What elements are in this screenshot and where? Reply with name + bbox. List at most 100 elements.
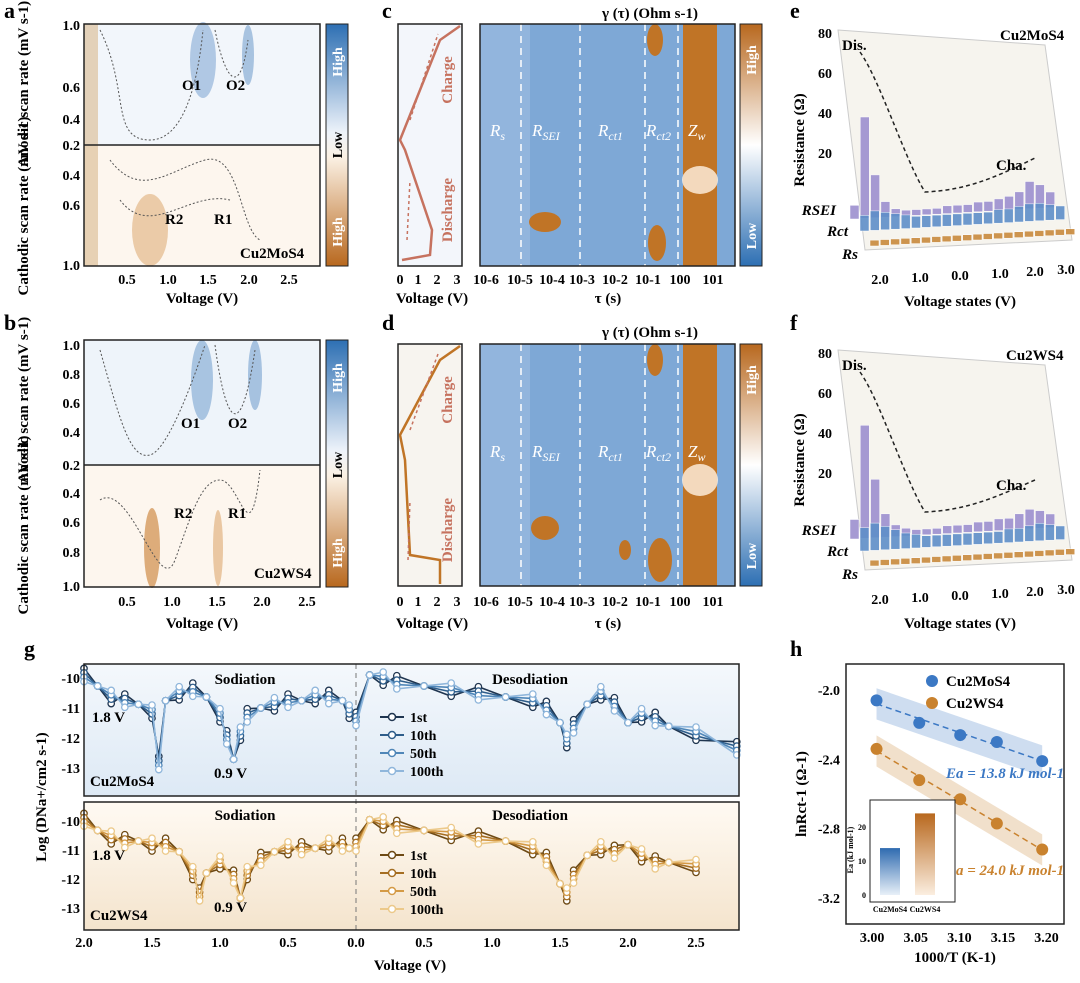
series-label-rct: Rct xyxy=(826,224,849,240)
label-rs: Rs xyxy=(489,442,505,464)
heatmap-b-bottom xyxy=(84,465,320,587)
charge-arrow xyxy=(409,353,439,431)
x-tick: 0.5 xyxy=(118,273,136,288)
data-point xyxy=(913,774,926,787)
x-tick: 3.10 xyxy=(947,931,972,946)
panel-letter-d: d xyxy=(382,310,394,335)
colorbar-c xyxy=(739,23,763,267)
y-tick: 80 xyxy=(818,347,832,362)
data-point xyxy=(596,682,605,691)
annotation: 0.9 V xyxy=(214,766,247,782)
data-point xyxy=(202,869,211,877)
bar xyxy=(1055,525,1065,540)
bar xyxy=(932,528,942,535)
bar xyxy=(973,212,983,225)
panel-letter-a: a xyxy=(4,0,15,23)
y-tick: 0.6 xyxy=(63,81,81,96)
data-point xyxy=(379,813,388,821)
legend-label: 10th xyxy=(410,729,437,744)
legend-marker xyxy=(387,904,397,914)
colorbar-a xyxy=(325,23,349,267)
x-tick: 100 xyxy=(670,273,691,288)
x-tick: 10-4 xyxy=(539,595,565,610)
sample-label: Cu2MoS4 xyxy=(90,774,155,790)
bar xyxy=(1034,230,1045,237)
data-point xyxy=(161,847,170,855)
data-point xyxy=(311,686,320,695)
bar xyxy=(890,529,901,550)
peak-blob xyxy=(144,508,160,588)
peak-label-r1: R1 xyxy=(214,212,232,228)
data-point xyxy=(338,696,347,705)
bar xyxy=(993,198,1004,211)
y-ticks-b: 1.0 0.8 0.6 0.4 0.2 0.4 0.6 0.8 1.0 xyxy=(63,339,81,595)
charge-label: Charge xyxy=(440,376,456,424)
legend-marker xyxy=(387,712,397,722)
inset-bar xyxy=(880,848,900,895)
panel-g: Sodiation Desodiation Sodiation Desodiat… xyxy=(34,663,741,974)
legend: Cu2MoS4 Cu2WS4 xyxy=(926,674,1011,712)
x-tick: 101 xyxy=(703,273,724,288)
x-ticks-d: 10-6 10-5 10-4 10-3 10-2 10-1 100 101 xyxy=(473,595,723,610)
contour-lines xyxy=(99,344,261,569)
frame xyxy=(83,339,321,588)
data-point xyxy=(93,826,102,835)
x-tick: 10-3 xyxy=(569,595,595,610)
data-point xyxy=(556,879,564,888)
drt-zw-band xyxy=(683,24,717,266)
x-axis-label: Voltage states (V) xyxy=(904,294,1016,310)
section-label: Desodiation xyxy=(492,672,569,688)
data-point xyxy=(569,879,578,887)
panel-e: Resistance (Ω) 80 60 40 20 Dis. Cha. Cu2… xyxy=(792,27,1075,310)
y-tick: -10 xyxy=(61,672,80,687)
bar xyxy=(921,215,932,228)
series-label-rs: Rs xyxy=(841,567,858,583)
colorbar-high: High xyxy=(331,538,346,568)
frame xyxy=(83,801,740,931)
peak-label-o1: O1 xyxy=(182,78,201,94)
label-rsei: RSEI xyxy=(531,442,561,464)
drt-spot xyxy=(682,464,718,496)
peak-label-r2: R2 xyxy=(165,212,183,228)
label-rct1: Rct1 xyxy=(597,442,623,464)
data-point xyxy=(392,829,401,838)
data-point xyxy=(501,693,510,701)
data-point xyxy=(188,862,197,871)
label-rct2: Rct2 xyxy=(645,121,671,143)
drt-spot xyxy=(682,166,718,194)
x-tick: 0.0 xyxy=(347,936,365,951)
x-tick: 10-5 xyxy=(507,273,533,288)
data-point xyxy=(596,837,605,846)
x-axis-label: Voltage (V) xyxy=(166,291,238,307)
annotation-dis: Dis. xyxy=(842,358,867,374)
x-tick: 2.0 xyxy=(619,936,637,951)
data-point xyxy=(474,696,483,704)
panel-letter-g: g xyxy=(24,636,35,661)
bar xyxy=(921,556,931,564)
data-point xyxy=(284,837,292,846)
x-tick: 2.0 xyxy=(871,273,889,288)
y-ticks-g: -10 -11 -12 -13 -10 -11 -12 -13 xyxy=(61,672,80,917)
sample-label: Cu2WS4 xyxy=(90,908,148,924)
label-zw: Zw xyxy=(688,442,705,464)
series-label-rsei: RSEI xyxy=(801,203,837,219)
x-tick: 1.0 xyxy=(991,587,1009,602)
bar xyxy=(880,559,890,566)
y-tick: 40 xyxy=(818,107,832,122)
drt-spot xyxy=(531,516,559,540)
x-tick: 3.0 xyxy=(1057,583,1075,598)
panel-b: High Low High O1 O2 R2 R1 Cu2WS4 1.0 0.8… xyxy=(16,317,349,632)
annotation-cha: Cha. xyxy=(996,158,1027,174)
x-tick: 1.5 xyxy=(143,936,161,951)
annotation: 1.8 V xyxy=(92,710,125,726)
inset-x-label: Cu2WS4 xyxy=(910,905,941,914)
colorbar-d xyxy=(739,343,763,587)
x-tick: 1.0 xyxy=(211,936,229,951)
bar xyxy=(973,521,983,533)
peak-label-o2: O2 xyxy=(226,78,245,94)
x-axis-label: 1000/T (K-1) xyxy=(914,950,996,966)
bar xyxy=(941,555,952,563)
data-point xyxy=(324,834,333,843)
x-tick: 1.5 xyxy=(208,595,226,610)
